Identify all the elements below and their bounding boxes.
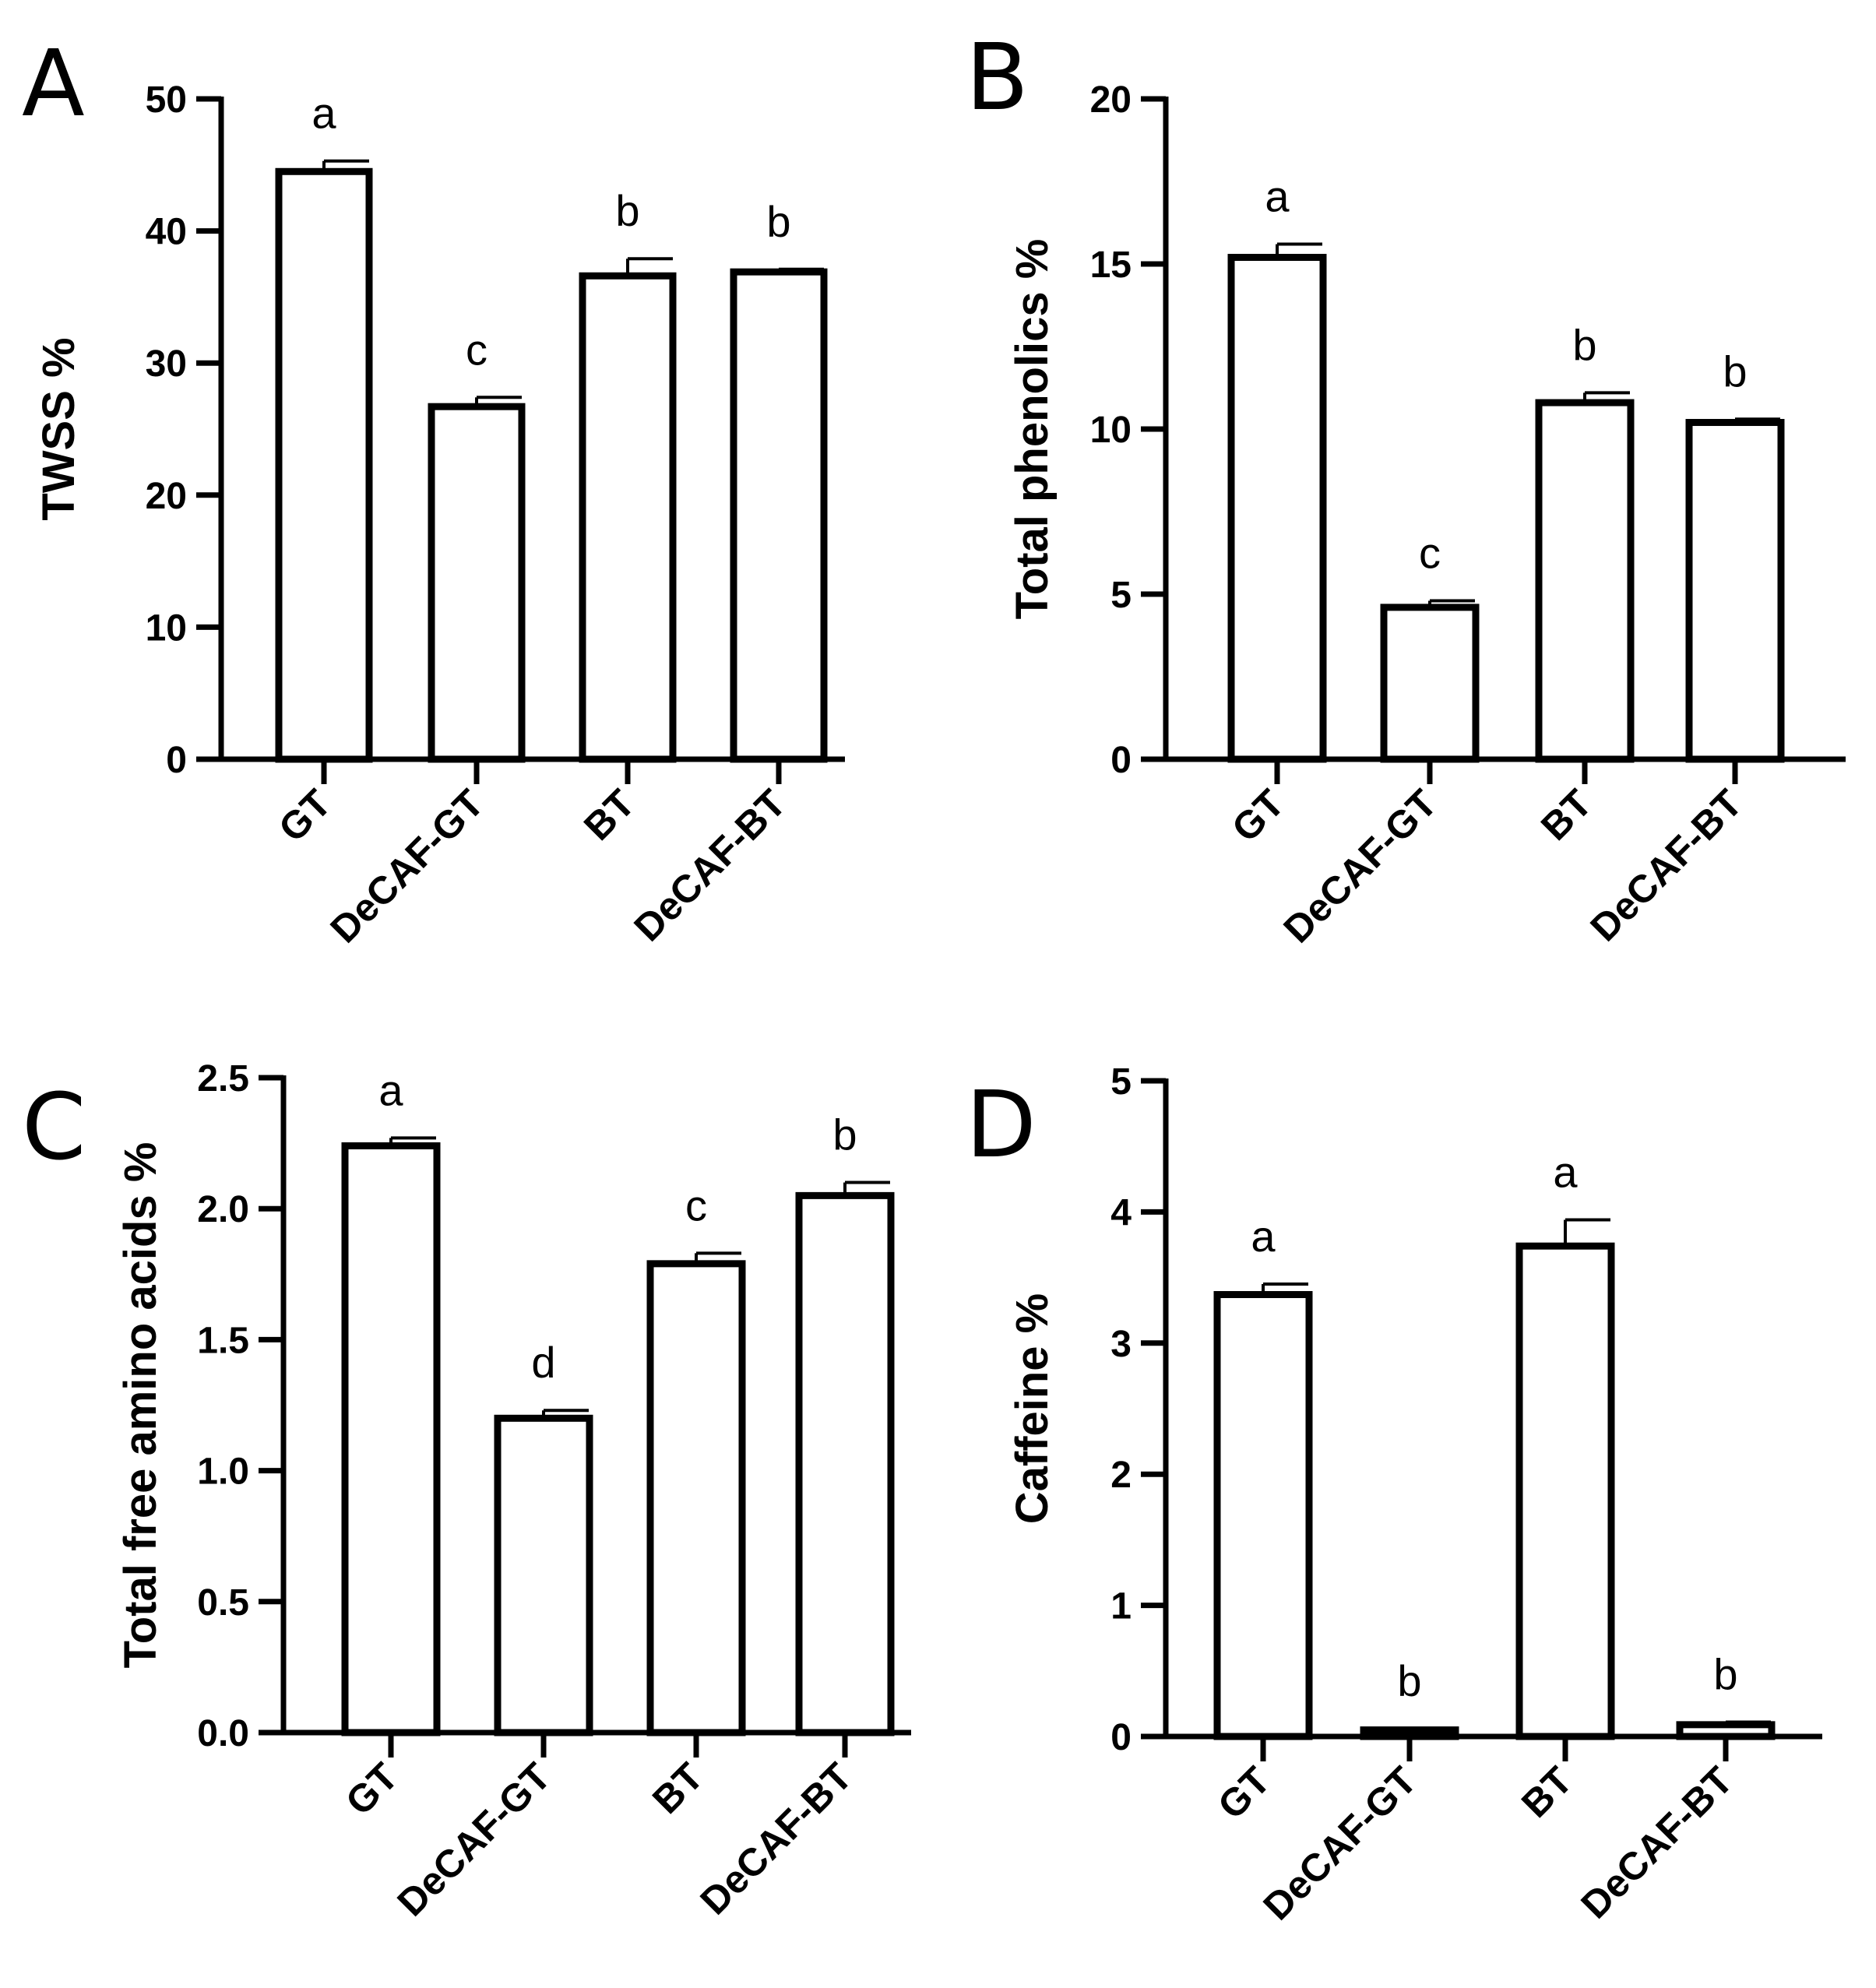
bar-gt — [275, 167, 373, 763]
chart-panel-d: D 0 1 2 3 4 5 Caffeine % a GT b DeCAF-GT a BT b DeCAF-B… — [966, 1061, 1822, 1929]
y-tick-label: 5 — [1110, 1061, 1132, 1103]
significance-letter: a — [378, 1065, 403, 1114]
x-tick-label: DeCAF-GT — [322, 781, 491, 951]
significance-letter: b — [1572, 320, 1596, 369]
bar-gt — [1213, 1290, 1313, 1740]
y-tick-label: 2.5 — [197, 1058, 249, 1100]
x-tick-label: DeCAF-GT — [1255, 1758, 1424, 1928]
y-tick-label: 1.0 — [197, 1451, 249, 1493]
bar-bt — [646, 1260, 746, 1736]
y-tick-label: 2 — [1110, 1455, 1132, 1496]
chart-panel-c: C 0.0 0.5 1.0 1.5 2.0 2.5 Total free amino acid… — [22, 1058, 911, 1925]
significance-letter: b — [615, 186, 639, 235]
chart-panel-b: B 0 5 10 15 20 Total phenolics % a GT c DeCAF-GT b B… — [966, 23, 1846, 952]
x-tick-label: DeCAF-BT — [692, 1754, 860, 1923]
x-tick-label: GT — [1223, 781, 1293, 850]
x-tick-label: DeCAF-BT — [1582, 781, 1750, 949]
bar-decaf-bt — [1685, 419, 1785, 763]
y-tick-label: 2.0 — [197, 1189, 249, 1230]
bar-decaf-bt — [1676, 1721, 1776, 1740]
bar-bt — [1535, 399, 1635, 763]
panel-letter: C — [22, 1073, 86, 1180]
significance-letter: a — [1265, 172, 1290, 221]
y-tick-label: 10 — [146, 607, 187, 649]
panel-letter: A — [22, 30, 85, 137]
x-tick-label: DeCAF-GT — [389, 1754, 558, 1924]
significance-letter: d — [531, 1338, 555, 1387]
x-tick-label: DeCAF-BT — [1572, 1758, 1740, 1926]
x-tick-label: BT — [644, 1754, 712, 1822]
bar-bt — [1515, 1242, 1615, 1740]
y-tick-label: 3 — [1110, 1324, 1132, 1365]
chart-panel-a: A 0 10 20 30 40 50 TWSS % a GT c DeCAF-GT b BT b DeCAF-… — [22, 30, 845, 952]
bar-decaf-bt — [730, 268, 828, 763]
x-tick-label: GT — [270, 781, 340, 850]
significance-letter: b — [832, 1110, 857, 1159]
x-tick-label: DeCAF-BT — [625, 781, 794, 949]
significance-letter: b — [1397, 1656, 1421, 1705]
significance-letter: c — [685, 1180, 707, 1230]
y-tick-label: 5 — [1110, 575, 1132, 616]
x-tick-label: DeCAF-GT — [1275, 781, 1445, 951]
significance-letter: b — [766, 197, 790, 246]
y-tick-label: 0.5 — [197, 1582, 249, 1624]
y-tick-label: 4 — [1110, 1192, 1132, 1233]
bar-gt — [1227, 254, 1327, 763]
y-tick-label: 0 — [1110, 1717, 1132, 1758]
y-tick-label: 30 — [146, 343, 187, 385]
y-tick-label: 0.0 — [197, 1713, 249, 1754]
y-axis-title: Total free amino acids % — [115, 1142, 166, 1669]
y-tick-label: 40 — [146, 212, 187, 253]
x-tick-label: BT — [1533, 781, 1600, 849]
bar-bt — [579, 272, 677, 763]
x-tick-label: GT — [1209, 1758, 1279, 1828]
panel-letter: B — [966, 23, 1029, 131]
bar-decaf-gt — [428, 403, 526, 763]
significance-letter: a — [1251, 1212, 1276, 1261]
significance-letter: c — [466, 325, 487, 374]
x-tick-label: GT — [337, 1754, 407, 1824]
y-tick-label: 20 — [146, 476, 187, 517]
significance-letter: b — [1713, 1649, 1737, 1698]
y-tick-label: 1.5 — [197, 1320, 249, 1361]
bar-decaf-bt — [795, 1191, 895, 1736]
significance-letter: c — [1419, 528, 1441, 577]
y-tick-label: 50 — [146, 79, 187, 121]
bar-decaf-gt — [494, 1414, 593, 1736]
y-tick-label: 0 — [1110, 740, 1132, 781]
y-axis-title: Total phenolics % — [1007, 239, 1058, 620]
bar-gt — [341, 1142, 441, 1736]
x-tick-label: BT — [1513, 1758, 1581, 1826]
y-tick-label: 15 — [1090, 245, 1132, 286]
y-tick-label: 0 — [166, 740, 187, 781]
significance-letter: a — [311, 89, 336, 138]
y-tick-label: 10 — [1090, 410, 1132, 451]
bar-decaf-gt — [1360, 1726, 1459, 1740]
significance-letter: a — [1553, 1148, 1578, 1197]
significance-letter: b — [1723, 347, 1747, 396]
y-axis-title: Caffeine % — [1007, 1293, 1058, 1525]
bar-decaf-gt — [1380, 603, 1480, 763]
y-tick-label: 1 — [1110, 1586, 1132, 1627]
x-tick-label: BT — [575, 781, 643, 849]
y-axis-title: TWSS % — [33, 337, 84, 520]
panel-letter: D — [966, 1071, 1037, 1178]
y-tick-label: 20 — [1090, 79, 1132, 121]
